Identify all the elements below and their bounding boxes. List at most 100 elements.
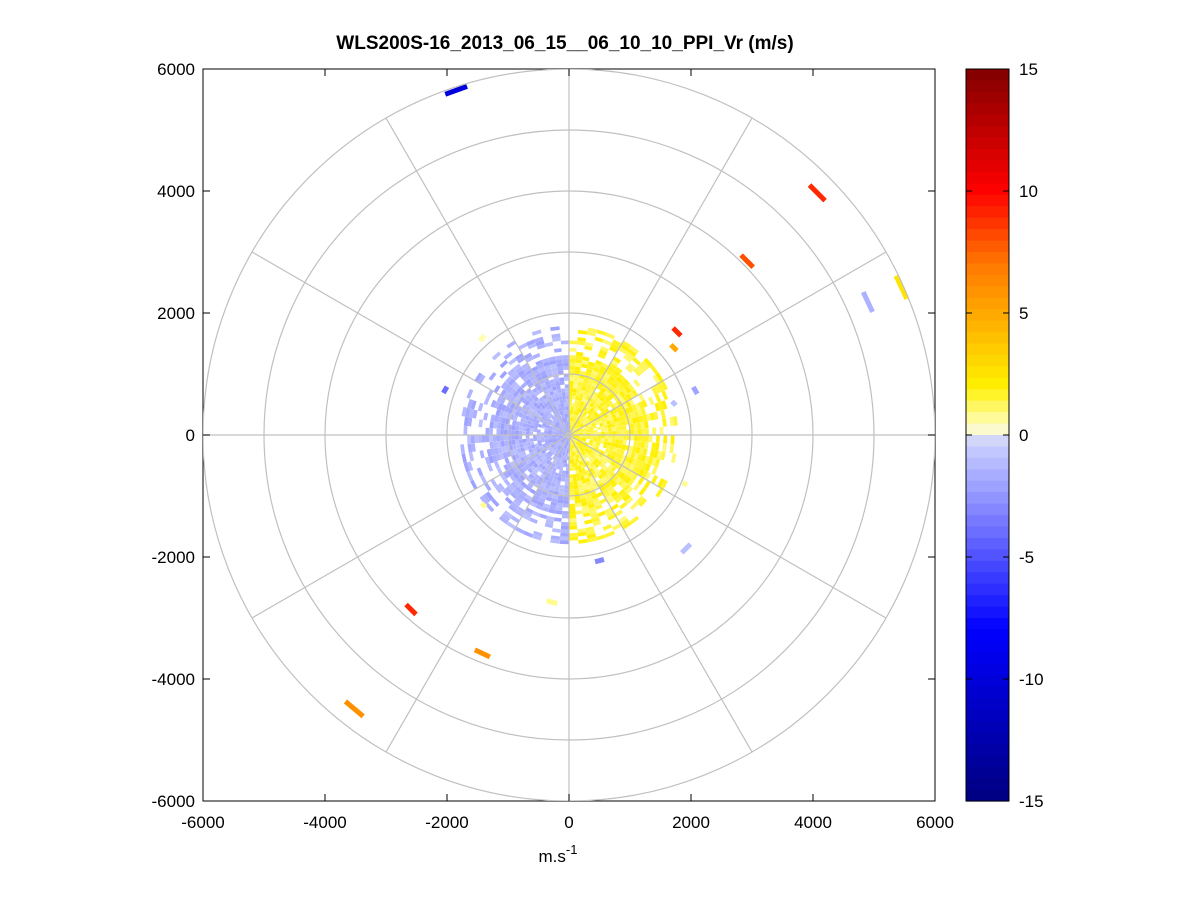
velocity-cell — [606, 445, 611, 450]
velocity-cell — [571, 463, 575, 468]
velocity-cell — [606, 484, 614, 492]
velocity-cell — [552, 337, 561, 342]
velocity-cell — [519, 443, 524, 448]
velocity-cell — [568, 391, 573, 396]
velocity-cell — [614, 412, 620, 418]
colorbar-cell — [966, 400, 1009, 413]
velocity-cell — [584, 418, 590, 424]
velocity-cell — [610, 382, 618, 389]
velocity-cell — [595, 504, 603, 511]
velocity-cell — [602, 421, 608, 426]
velocity-cell — [587, 327, 598, 334]
velocity-cell — [607, 513, 617, 521]
velocity-cell — [508, 504, 517, 513]
velocity-cell — [622, 467, 629, 475]
velocity-cell — [517, 369, 526, 377]
polar-spoke — [568, 434, 753, 753]
velocity-cell — [594, 401, 600, 407]
velocity-cell — [617, 479, 625, 487]
colorbar-cell — [966, 194, 1009, 207]
x-tick-label: -4000 — [303, 813, 346, 832]
velocity-cell — [512, 472, 520, 480]
velocity-cell — [610, 422, 616, 428]
velocity-cell — [578, 417, 584, 422]
velocity-cell — [568, 362, 576, 367]
velocity-cell — [513, 499, 522, 507]
velocity-cell — [644, 463, 651, 472]
velocity-cell — [574, 499, 581, 504]
velocity-cell — [472, 409, 478, 419]
velocity-cell — [590, 451, 596, 456]
velocity-cell — [596, 372, 604, 379]
velocity-cell — [602, 524, 612, 531]
velocity-cell — [612, 369, 621, 377]
velocity-cell — [579, 413, 584, 418]
velocity-cell — [618, 515, 628, 524]
velocity-cell — [622, 494, 631, 502]
velocity-cell — [589, 447, 594, 452]
velocity-cell — [561, 474, 566, 479]
velocity-cell — [581, 505, 589, 511]
velocity-cell — [572, 395, 576, 400]
velocity-cell — [460, 444, 466, 454]
velocity-cell — [467, 434, 472, 444]
velocity-cell — [582, 444, 587, 450]
velocity-cell — [614, 366, 623, 374]
velocity-cell — [545, 459, 551, 465]
colorbar-cell — [966, 137, 1009, 150]
velocity-cell — [575, 355, 583, 360]
velocity-cell — [548, 418, 554, 424]
velocity-cell — [568, 388, 573, 392]
colorbar-cell — [966, 663, 1009, 676]
velocity-cell — [615, 434, 620, 440]
velocity-cell — [548, 403, 553, 409]
velocity-cell — [575, 359, 583, 364]
velocity-cell — [600, 387, 607, 394]
velocity-cell — [522, 438, 527, 444]
velocity-cell — [648, 396, 655, 406]
velocity-cell — [527, 445, 532, 450]
velocity-cell — [554, 487, 560, 493]
velocity-cell — [538, 396, 545, 402]
velocity-cell — [662, 418, 667, 427]
velocity-cell — [476, 467, 484, 477]
velocity-cell — [598, 419, 603, 425]
velocity-cell — [522, 426, 527, 432]
velocity-cell — [490, 414, 496, 422]
velocity-cell — [586, 420, 591, 425]
velocity-cell — [529, 479, 536, 486]
velocity-cell — [613, 417, 618, 423]
velocity-cell — [516, 506, 526, 514]
velocity-cell — [479, 450, 485, 459]
velocity-cell — [609, 419, 615, 424]
velocity-cell — [577, 483, 583, 489]
velocity-cell — [538, 407, 544, 412]
velocity-cell — [615, 386, 622, 394]
velocity-cell — [598, 369, 606, 376]
velocity-cell — [530, 465, 536, 471]
velocity-cell — [615, 376, 623, 384]
velocity-cell — [495, 453, 501, 461]
velocity-cell — [546, 515, 555, 521]
velocity-cell — [580, 501, 588, 507]
velocity-cell — [627, 348, 637, 357]
velocity-cell — [635, 416, 641, 424]
velocity-cell — [521, 362, 530, 370]
velocity-cell — [529, 441, 535, 446]
colorbar-cell — [966, 789, 1009, 802]
velocity-cell — [509, 461, 516, 468]
velocity-cell — [590, 373, 597, 380]
colorbar-cell — [966, 69, 1009, 82]
velocity-cell — [594, 463, 600, 469]
velocity-cell — [620, 415, 625, 421]
velocity-cell — [536, 488, 543, 495]
velocity-cell — [568, 399, 573, 403]
velocity-cell — [616, 470, 623, 477]
velocity-cell — [655, 487, 664, 498]
colorbar-cell — [966, 274, 1009, 287]
colorbar-cell — [966, 91, 1009, 104]
velocity-cell — [574, 362, 582, 368]
velocity-cell — [555, 510, 563, 515]
velocity-cell — [572, 477, 578, 482]
velocity-cell — [577, 385, 582, 390]
